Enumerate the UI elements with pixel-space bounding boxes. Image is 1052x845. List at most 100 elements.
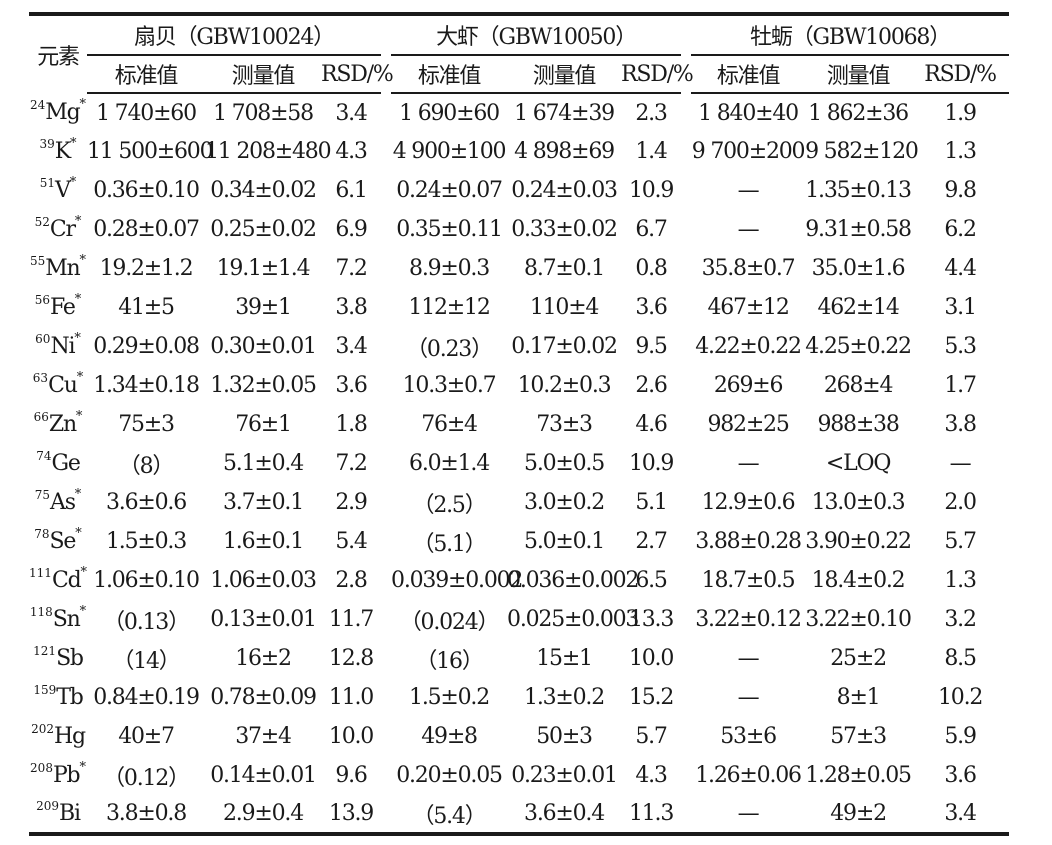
rsd-value: 2.7 <box>635 529 668 554</box>
rsd-value: 3.4 <box>335 334 368 359</box>
rsd-value: 3.6 <box>335 373 368 398</box>
element-marker: * <box>75 526 82 541</box>
standard-value: 8.9±0.3 <box>409 256 490 281</box>
standard-value: 3.22±0.12 <box>695 607 802 632</box>
group-gap <box>681 561 691 600</box>
rsd-value: 5.3 <box>944 334 977 359</box>
table-row: 209Bi 3.8±0.8 2.9±0.4 13.9 （5.4） 3.6±0.4 11.3—… <box>29 795 1010 836</box>
element-marker: * <box>79 253 87 268</box>
rsd-value: 3.8 <box>944 412 977 437</box>
rsd-value: 1.9 <box>944 100 977 126</box>
table-row: 56Fe* 41±5 39±1 3.8 112±12 110±4 3.6 467±12 462±… <box>29 288 1009 327</box>
rsd-value: 2.6 <box>635 373 668 398</box>
measured-value: 3.7±0.1 <box>222 490 304 515</box>
measured-value: 1.6±0.1 <box>222 529 304 554</box>
standard-value: 112±12 <box>408 295 490 320</box>
standard-value: 0.24±0.07 <box>396 178 503 203</box>
measured-value: 1.3±0.2 <box>524 685 605 710</box>
element-marker: * <box>74 331 81 346</box>
measured-value: 3.0±0.2 <box>524 490 605 515</box>
group-gap <box>381 600 391 639</box>
measured-value: 462±14 <box>817 295 899 320</box>
measured-value: <LOQ <box>825 451 892 476</box>
measured-value: 5.0±0.1 <box>524 529 605 554</box>
measured-value: 37±4 <box>235 724 292 749</box>
col-header-rsd: RSD/% <box>621 55 694 94</box>
rsd-value: 7.2 <box>335 256 368 281</box>
group-header-oyster: 牡蛎（GBW10068） <box>691 12 1010 56</box>
element-cell: 209Bi <box>29 795 87 836</box>
table-row: 60Ni* 0.29±0.08 0.30±0.01 3.4 （0.23） 0.17±0.0… <box>29 327 1009 366</box>
table-row: 66Zn* 75±3 76±1 1.8 76±4 73±3 4.6 982±25 988±38 3… <box>29 405 1009 444</box>
group-gap <box>381 483 391 522</box>
element-symbol: Tb <box>56 685 84 710</box>
standard-value: （8） <box>118 453 175 479</box>
mass-number: 66 <box>33 410 49 424</box>
group-gap <box>681 483 691 522</box>
standard-value: 0.36±0.10 <box>93 178 200 203</box>
group-gap <box>381 366 391 405</box>
element-marker: * <box>74 487 82 502</box>
rsd-value: 6.9 <box>335 217 368 242</box>
rsd-value: 5.4 <box>335 529 368 554</box>
standard-value: 3.8±0.8 <box>87 795 205 836</box>
element-cell: 74Ge <box>29 444 87 483</box>
standard-value: 1 690±60 <box>399 100 500 126</box>
rsd-value: 11.0 <box>328 685 374 710</box>
measured-value: 50±3 <box>536 724 593 749</box>
element-marker: * <box>79 760 86 775</box>
group-gap <box>381 444 391 483</box>
standard-value: 6.0±1.4 <box>409 451 490 476</box>
measured-value: 1 708±58 <box>213 100 314 126</box>
group-gap <box>681 639 691 678</box>
measured-value: 9.31±0.58 <box>805 217 912 242</box>
rsd-value: 1.3 <box>944 139 977 164</box>
element-symbol: Se <box>49 529 77 554</box>
measured-value: 0.036±0.002 <box>507 568 639 593</box>
element-marker: * <box>69 175 77 190</box>
rsd-value: 2.3 <box>635 100 668 126</box>
table-row: 121Sb （14） 16±2 12.8 （16） 15±1 10.0 — 25±2 8.5 <box>29 639 1009 678</box>
standard-value: — <box>737 685 760 710</box>
table-row: 75As* 3.6±0.6 3.7±0.1 2.9 （2.5） 3.0±0.2 5.1 12.… <box>29 483 1009 522</box>
col-header-rsd: RSD/% <box>321 55 394 94</box>
standard-value: 1.5±0.2 <box>409 685 490 710</box>
element-cell: 208Pb* <box>29 756 87 795</box>
rsd-value: 4.3 <box>335 139 368 164</box>
group-gap <box>381 171 391 210</box>
standard-value: 1.26±0.06 <box>695 763 802 788</box>
measured-value: 4.25±0.22 <box>805 334 912 359</box>
rsd-value: 5.7 <box>635 724 668 749</box>
group-gap <box>681 12 692 55</box>
rsd-value: 11.3 <box>621 795 682 836</box>
measured-value: 3.22±0.10 <box>805 607 912 632</box>
rsd-value: 10.0 <box>628 646 674 671</box>
element-cell: 111Cd* <box>29 561 87 600</box>
measured-value: 11 208±480 <box>205 139 332 164</box>
element-symbol: Bi <box>59 801 81 826</box>
element-marker: * <box>70 136 77 151</box>
group-gap <box>681 327 691 366</box>
group-gap <box>681 132 691 171</box>
standard-value: （0.23） <box>406 336 493 362</box>
standard-value: 9 700±200 <box>691 139 806 164</box>
standard-value: 18.7±0.5 <box>701 568 796 593</box>
element-cell: 39K* <box>29 132 87 171</box>
element-cell: 159Tb <box>29 678 87 717</box>
measured-value: 1 862±36 <box>808 100 909 126</box>
element-marker: * <box>79 604 87 619</box>
mass-number: 56 <box>34 293 51 307</box>
group-gap <box>681 93 691 132</box>
element-symbol: Cd <box>51 568 82 593</box>
standard-value: 11 500±600 <box>87 139 214 164</box>
mass-number: 159 <box>33 683 57 697</box>
rsd-value: — <box>949 451 972 476</box>
rsd-value: 2.8 <box>335 568 368 593</box>
mass-number: 118 <box>29 605 53 619</box>
standard-value: — <box>737 178 760 203</box>
measured-value: 73±3 <box>536 412 593 437</box>
group-gap <box>381 795 392 836</box>
element-symbol: Cu <box>48 373 78 398</box>
group-gap <box>381 132 391 171</box>
rsd-value: 15.2 <box>628 685 674 710</box>
